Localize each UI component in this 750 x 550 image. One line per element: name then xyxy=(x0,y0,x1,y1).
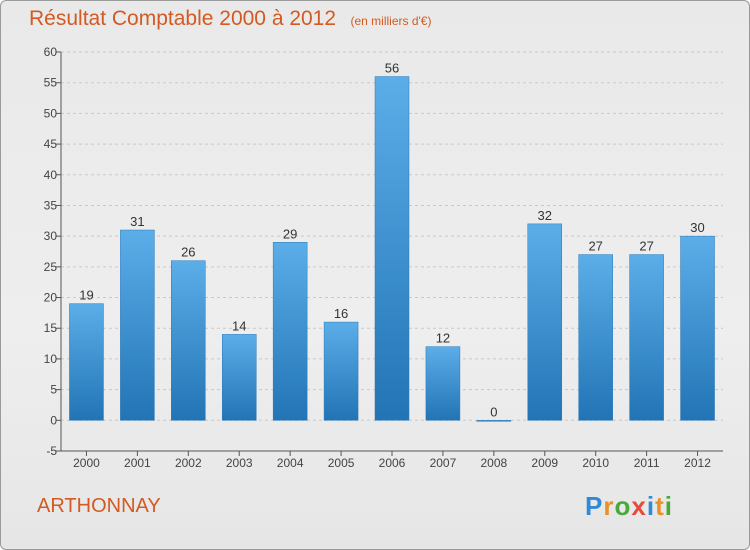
x-tick-label-2004: 2004 xyxy=(277,456,304,470)
x-tick-label-2005: 2005 xyxy=(328,456,355,470)
x-tick-label-2011: 2011 xyxy=(634,456,660,470)
data-label-2012: 30 xyxy=(690,220,704,235)
bar-2004 xyxy=(272,242,308,421)
y-tick-label: 25 xyxy=(44,260,58,274)
data-label-2006: 56 xyxy=(385,61,399,76)
y-tick-label: 0 xyxy=(50,413,57,427)
bar-2007 xyxy=(425,346,461,421)
x-tick-label-2006: 2006 xyxy=(379,456,406,470)
y-tick-label: 45 xyxy=(44,137,58,151)
bar-2001 xyxy=(120,229,155,421)
data-label-2011: 27 xyxy=(639,239,653,254)
chart-subtitle: (en milliers d'€) xyxy=(350,14,432,28)
y-tick-label: 35 xyxy=(44,198,58,212)
chart-title: Résultat Comptable 2000 à 2012 xyxy=(29,7,337,30)
y-tick-label: 40 xyxy=(44,168,58,182)
logo-letter: P xyxy=(585,491,604,521)
proxiti-logo[interactable]: Proxiti xyxy=(585,491,673,522)
data-label-2001: 31 xyxy=(130,214,144,229)
x-tick-label-2010: 2010 xyxy=(582,456,609,470)
bar-2012 xyxy=(680,235,715,421)
bar-2000 xyxy=(69,303,104,421)
x-tick-label-2012: 2012 xyxy=(684,456,711,470)
y-tick-label: 5 xyxy=(50,383,57,397)
data-label-2002: 26 xyxy=(181,245,195,260)
y-tick-label: 20 xyxy=(44,291,58,305)
y-tick-label: -5 xyxy=(46,444,57,458)
x-tick-label-2000: 2000 xyxy=(73,456,100,470)
logo-letter: r xyxy=(603,491,615,521)
x-tick-label-2007: 2007 xyxy=(430,456,457,470)
bar-2009 xyxy=(527,223,563,421)
bar-2002 xyxy=(171,260,206,421)
logo-letter: x xyxy=(631,491,647,521)
logo-letter: i xyxy=(646,491,656,521)
bar-2010 xyxy=(578,254,613,421)
commune-name: ARTHONNAY xyxy=(37,495,161,517)
x-tick-label-2009: 2009 xyxy=(531,456,558,470)
data-label-2005: 16 xyxy=(334,306,348,321)
data-label-2003: 14 xyxy=(232,318,246,333)
y-tick-label: 60 xyxy=(44,45,58,59)
y-tick-label: 50 xyxy=(44,106,58,120)
y-tick-label: 15 xyxy=(44,321,58,335)
title-row: Résultat Comptable 2000 à 2012 (en milli… xyxy=(29,7,431,31)
x-tick-label-2001: 2001 xyxy=(124,456,151,470)
data-label-2000: 19 xyxy=(79,288,93,303)
data-label-2009: 32 xyxy=(538,208,552,223)
y-tick-label: 10 xyxy=(44,352,58,366)
data-label-2010: 27 xyxy=(588,239,602,254)
x-tick-label-2008: 2008 xyxy=(480,456,507,470)
y-tick-label: 30 xyxy=(44,229,58,243)
bar-2006 xyxy=(374,76,410,421)
x-tick-label-2003: 2003 xyxy=(226,456,253,470)
data-label-2004: 29 xyxy=(283,226,297,241)
bar-2011 xyxy=(629,254,664,421)
bar-2003 xyxy=(221,334,257,421)
x-tick-label-2002: 2002 xyxy=(175,456,202,470)
bar-2008 xyxy=(476,420,512,422)
data-label-2007: 12 xyxy=(436,331,450,346)
logo-letter: i xyxy=(664,491,673,521)
logo-letter: t xyxy=(655,491,665,521)
logo-letter: o xyxy=(614,491,632,521)
data-label-2008: 0 xyxy=(490,404,497,419)
bar-2005 xyxy=(323,321,359,421)
y-tick-label: 55 xyxy=(44,76,58,90)
